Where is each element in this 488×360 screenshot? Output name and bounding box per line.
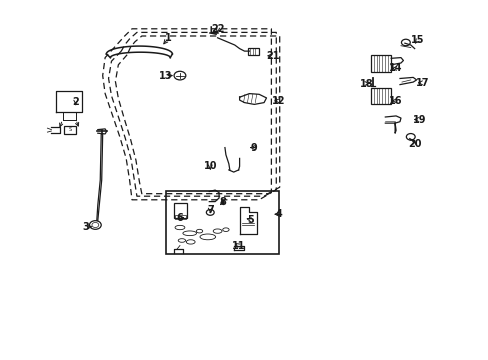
Text: 22: 22: [210, 24, 224, 34]
Bar: [370, 55, 390, 72]
Bar: [175, 215, 185, 219]
Bar: [63, 126, 76, 134]
Text: 2: 2: [72, 96, 79, 107]
Text: 3: 3: [82, 222, 89, 232]
Text: 14: 14: [388, 63, 402, 73]
Text: 4: 4: [275, 209, 282, 219]
Text: 17: 17: [415, 78, 429, 88]
Text: 21: 21: [265, 51, 279, 61]
Text: 18: 18: [359, 78, 373, 89]
Text: 6: 6: [176, 213, 183, 223]
Text: 5: 5: [246, 215, 253, 225]
Text: 8: 8: [219, 197, 225, 207]
Text: S: S: [68, 127, 71, 132]
Text: 1: 1: [165, 33, 172, 43]
Text: 15: 15: [410, 35, 424, 45]
Text: 11: 11: [231, 240, 245, 251]
Text: 19: 19: [412, 114, 426, 125]
Text: 13: 13: [158, 71, 172, 81]
Bar: [173, 203, 187, 218]
Bar: [370, 88, 390, 104]
Text: 9: 9: [250, 143, 257, 153]
Text: 10: 10: [203, 161, 217, 171]
Text: 12: 12: [271, 96, 285, 106]
Bar: [166, 191, 278, 254]
Bar: [248, 48, 259, 55]
Text: 7: 7: [206, 204, 213, 215]
Text: 20: 20: [407, 139, 421, 149]
Text: 16: 16: [388, 96, 402, 106]
